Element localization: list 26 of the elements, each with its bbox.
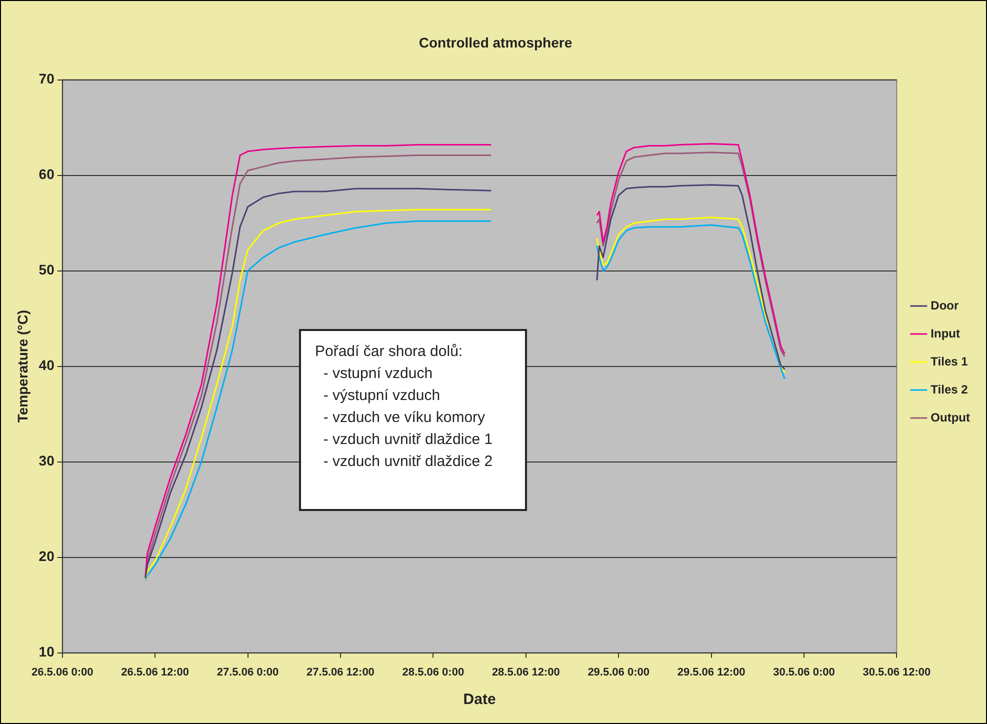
x-tick-label: 28.5.06 0:00 <box>402 666 464 678</box>
x-tick-label: 27.5.06 12:00 <box>306 666 374 678</box>
legend-label: Tiles 1 <box>930 354 968 368</box>
x-tick-label: 29.5.06 0:00 <box>588 666 650 678</box>
y-tick-label: 20 <box>38 548 55 564</box>
x-tick-label: 26.5.06 12:00 <box>121 666 190 678</box>
x-tick-label: 27.5.06 0:00 <box>216 666 279 678</box>
x-tick-label: 30.5.06 12:00 <box>862 666 931 678</box>
y-tick-label: 60 <box>38 166 55 182</box>
y-tick-label: 10 <box>38 644 55 660</box>
x-tick-label: 29.5.06 12:00 <box>677 666 746 678</box>
legend-label: Tiles 2 <box>930 382 968 396</box>
y-tick-label: 30 <box>38 452 55 469</box>
y-axis-title: Temperature (°C) <box>14 310 30 423</box>
x-axis-title: Date <box>463 691 496 708</box>
legend-label: Output <box>930 410 970 424</box>
legend-label: Door <box>930 298 960 312</box>
legend-label: Input <box>930 326 960 340</box>
text-box: Pořadí čar shora dolů: - vstupní vzduch - výstupní vzduch - vzduch ve víku komory - vzduch uvnitř dlaždice 1 - vzduch uvnitř dlaždice 2 <box>299 329 527 511</box>
x-tick-label: 30.5.06 0:00 <box>773 666 835 678</box>
x-tick-label: 28.5.06 12:00 <box>492 666 560 678</box>
y-tick-label: 70 <box>38 70 55 87</box>
chart-title: Controlled atmosphere <box>418 34 572 50</box>
y-tick-label: 40 <box>38 357 55 374</box>
y-tick-label: 50 <box>38 262 55 278</box>
x-tick-label: 26.5.06 0:00 <box>31 666 94 678</box>
